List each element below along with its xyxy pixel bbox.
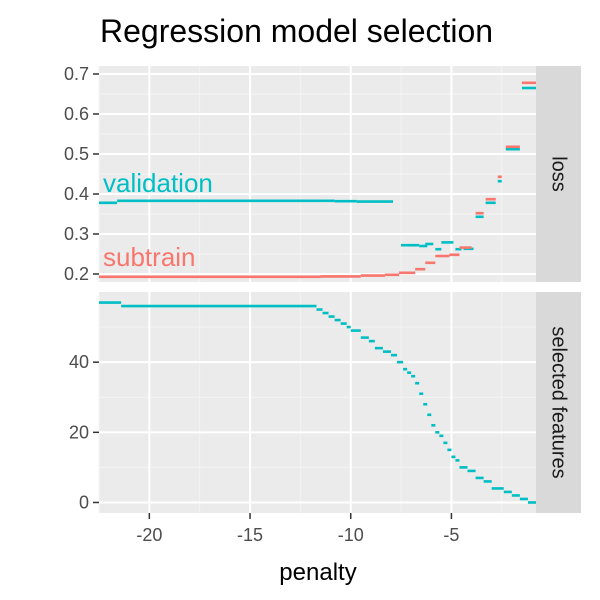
loss-y-tick-label: 0.6 — [64, 104, 89, 124]
selected-features-panel-y-axis: 0 20 40 — [69, 352, 99, 512]
x-tick-label: -10 — [338, 525, 364, 545]
x-tick-label: -5 — [443, 525, 459, 545]
selected-features-panel: 0 20 40 selected features — [69, 292, 581, 513]
selected-features-strip-background — [536, 292, 581, 513]
chart-title: Regression model selection — [100, 13, 493, 49]
selected-features-y-tick-label: 40 — [69, 352, 89, 372]
loss-panel: validation subtrain 0.2 0.3 0.4 0.5 0.6 0.7 lo… — [64, 64, 581, 284]
x-axis-title: penalty — [279, 559, 356, 586]
selected-features-panel-background — [99, 292, 536, 513]
series-label-subtrain: subtrain — [103, 242, 196, 272]
selected-features-panel-series — [99, 301, 536, 504]
loss-panel-series-labels: validation subtrain — [103, 168, 213, 272]
loss-y-tick-label: 0.2 — [64, 264, 89, 284]
loss-y-tick-label: 0.3 — [64, 224, 89, 244]
selected-features-strip-label: selected features — [548, 326, 570, 478]
loss-y-tick-label: 0.5 — [64, 144, 89, 164]
x-tick-label: -20 — [136, 525, 162, 545]
loss-panel-grid — [98, 66, 536, 282]
selected-features-y-tick-label: 20 — [69, 422, 89, 442]
loss-strip-background — [536, 66, 581, 282]
series-label-validation: validation — [103, 168, 213, 198]
selected-features-panel-grid — [98, 292, 536, 513]
loss-panel-strip: loss — [536, 66, 581, 282]
loss-y-tick-label: 0.7 — [64, 64, 89, 84]
selected-features-y-tick-label: 0 — [79, 492, 89, 512]
selected-features-panel-strip: selected features — [536, 292, 581, 513]
x-tick-label: -15 — [237, 525, 263, 545]
loss-strip-label: loss — [548, 156, 570, 192]
x-axis: -20 -15 -10 -5 — [136, 513, 459, 545]
loss-y-tick-label: 0.4 — [64, 184, 89, 204]
loss-panel-series — [99, 81, 536, 279]
loss-panel-y-axis: 0.2 0.3 0.4 0.5 0.6 0.7 — [64, 64, 99, 284]
